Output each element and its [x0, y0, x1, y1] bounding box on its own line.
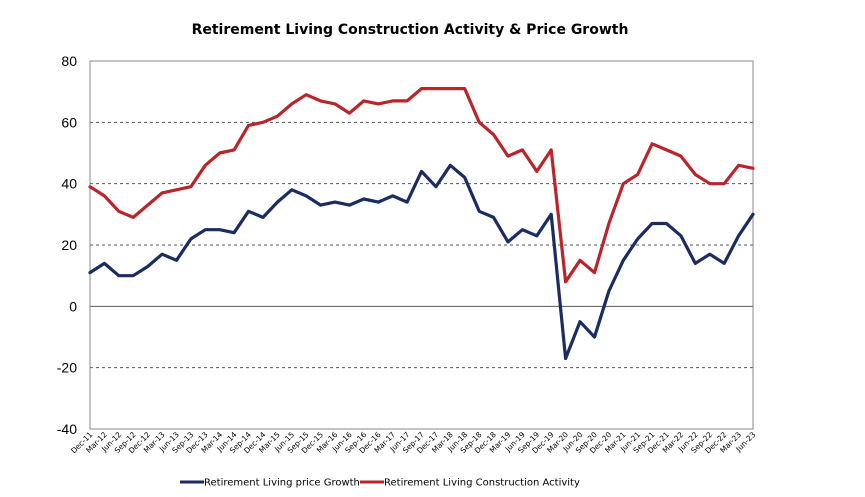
- series-lines: [88, 87, 755, 361]
- plot-area-frame: [89, 60, 754, 430]
- y-tick-label: 80: [61, 53, 77, 69]
- y-tick-label: 40: [61, 176, 77, 192]
- chart-title: Retirement Living Construction Activity …: [191, 22, 629, 38]
- series-line-1: [88, 163, 755, 361]
- y-tick-label: 20: [61, 237, 77, 253]
- legend: Retirement Living price Growth Retirement…: [180, 478, 580, 489]
- legend-label: Retirement Living Construction Activity: [384, 478, 580, 489]
- y-tick-label: -40: [57, 421, 77, 437]
- y-axis-ticks: 80 60 40 20 0 -20 -40: [57, 53, 77, 437]
- y-tick-label: 0: [69, 298, 77, 314]
- y-tick-label: 60: [61, 114, 77, 130]
- series-line-2: [88, 87, 755, 284]
- x-axis-ticks: Dec-11Mar-12Jun-12Sep-12Dec-12Mar-13Jun-…: [69, 430, 757, 455]
- legend-label: Retirement Living price Growth: [204, 478, 360, 489]
- gridlines: [90, 121, 753, 369]
- y-tick-label: -20: [57, 360, 77, 376]
